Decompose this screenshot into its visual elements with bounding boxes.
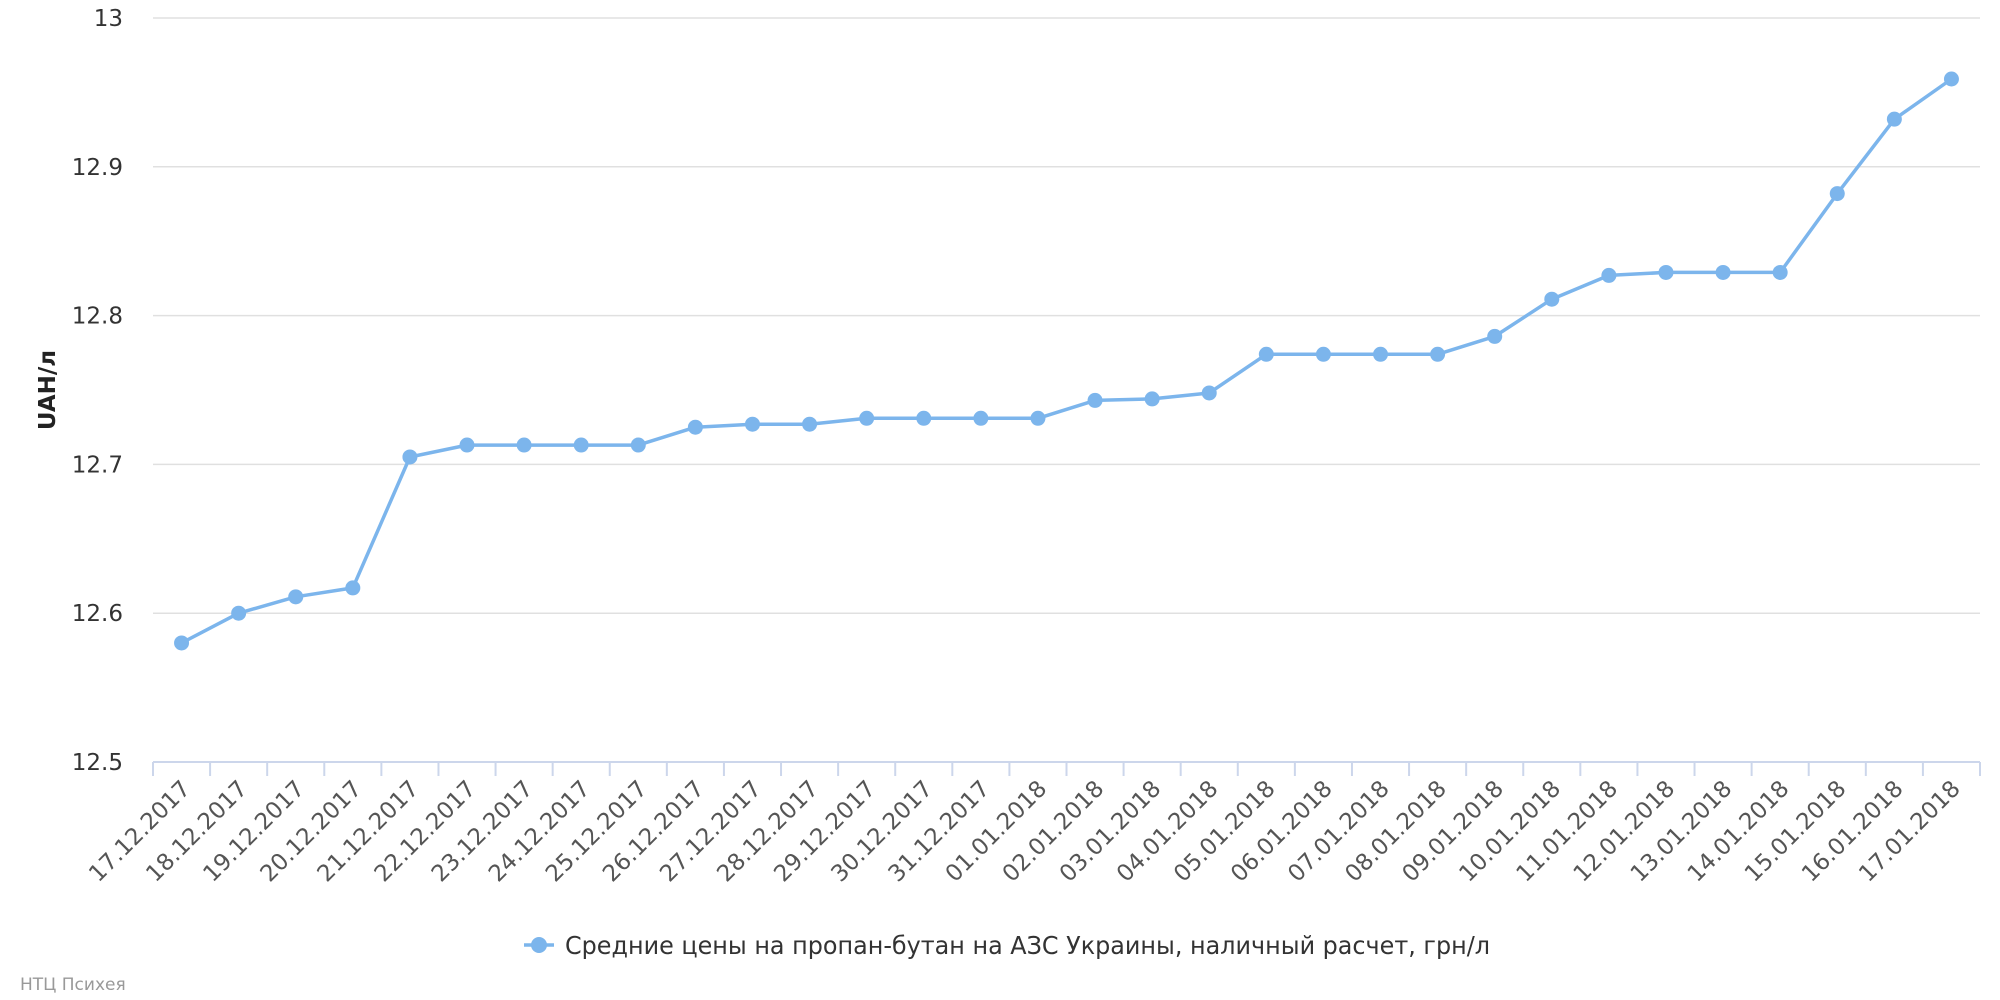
data-point	[1430, 346, 1446, 362]
data-point	[1658, 264, 1674, 280]
data-point	[1201, 385, 1217, 401]
grid-lines	[153, 17, 1980, 614]
data-point	[174, 635, 190, 651]
legend[interactable]: Средние цены на пропан-бутан на АЗС Укра…	[524, 931, 1490, 960]
y-axis-label: UAH/л	[35, 350, 61, 430]
data-point	[1030, 410, 1046, 426]
data-point	[1601, 267, 1617, 283]
series-markers	[174, 71, 1959, 651]
series-line	[180, 77, 1953, 645]
y-tick-label: 12.9	[72, 155, 123, 181]
y-tick-label: 12.5	[72, 750, 123, 776]
data-point	[802, 416, 818, 432]
data-point	[1715, 264, 1731, 280]
data-point	[687, 419, 703, 435]
data-point	[1373, 346, 1389, 362]
data-point	[1087, 392, 1103, 408]
data-point	[288, 589, 304, 605]
y-tick-label: 12.7	[72, 452, 123, 478]
data-point	[973, 410, 989, 426]
data-point	[1315, 346, 1331, 362]
legend-marker-symbol	[531, 937, 547, 953]
data-point	[744, 416, 760, 432]
y-tick-label: 13	[94, 6, 123, 32]
y-tick-label: 12.6	[72, 601, 123, 627]
data-point	[1829, 186, 1845, 202]
y-axis-tick-labels: 12.5 12.6 12.7 12.8 12.9 13	[72, 6, 123, 776]
data-point	[630, 437, 646, 453]
legend-label: Средние цены на пропан-бутан на АЗС Укра…	[565, 931, 1490, 960]
y-tick-label: 12.8	[72, 304, 123, 330]
data-point	[1144, 391, 1160, 407]
data-point	[916, 410, 932, 426]
credit-text: НТЦ Психея	[20, 975, 126, 995]
data-point	[345, 580, 361, 596]
data-point	[1487, 328, 1503, 344]
data-point	[1544, 291, 1560, 307]
data-point	[459, 437, 475, 453]
data-point	[1258, 346, 1274, 362]
data-point	[859, 410, 875, 426]
x-axis-ticks	[152, 762, 1981, 776]
data-point	[516, 437, 532, 453]
data-point	[1943, 71, 1959, 87]
x-axis-tick-labels: 17.12.201718.12.201719.12.201720.12.2017…	[84, 776, 1965, 888]
data-point	[1772, 264, 1788, 280]
data-point	[231, 605, 247, 621]
data-point	[1886, 111, 1902, 127]
data-point	[573, 437, 589, 453]
data-point	[402, 449, 418, 465]
